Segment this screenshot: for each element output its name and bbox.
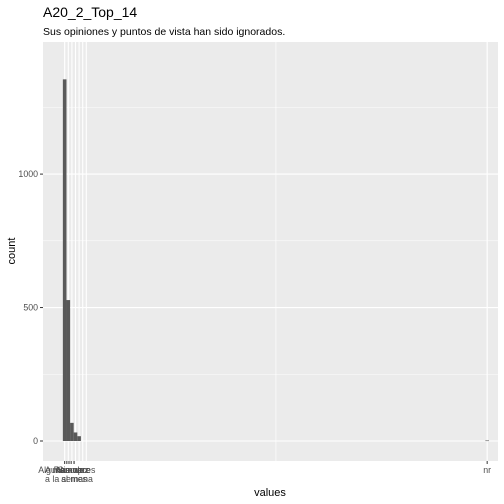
- grid-major: [43, 42, 498, 461]
- grid-minor: [43, 42, 498, 461]
- chart-title: A20_2_Top_14: [43, 4, 137, 20]
- bar: [77, 436, 81, 441]
- bar: [66, 300, 71, 441]
- x-tick-label: A menudo: [45, 465, 85, 475]
- x-tick-label: Rara vez: [54, 465, 89, 475]
- bar: [73, 432, 78, 441]
- y-tick-label: 0: [33, 436, 38, 446]
- bar: [485, 440, 489, 442]
- x-tick-label: Nunca: [56, 465, 82, 475]
- chart-subtitle: Sus opiniones y puntos de vista han sido…: [43, 26, 285, 38]
- x-tick-label: Algunas veces: [38, 465, 96, 475]
- y-axis-title: count: [6, 238, 18, 265]
- y-axis: 0 500 1000: [18, 169, 43, 446]
- bars: [62, 79, 489, 442]
- bar: [62, 79, 67, 441]
- x-tick-label: al mes: [61, 474, 88, 484]
- x-tick-label: a la semana: [45, 474, 93, 484]
- x-axis-title: values: [254, 487, 286, 499]
- y-tick-label: 500: [23, 303, 38, 313]
- x-tick-label: nr: [483, 465, 491, 475]
- x-tick-label: Siempre: [58, 465, 91, 475]
- bar: [70, 422, 74, 441]
- plot-panel: [43, 42, 498, 461]
- y-tick-label: 1000: [18, 169, 38, 179]
